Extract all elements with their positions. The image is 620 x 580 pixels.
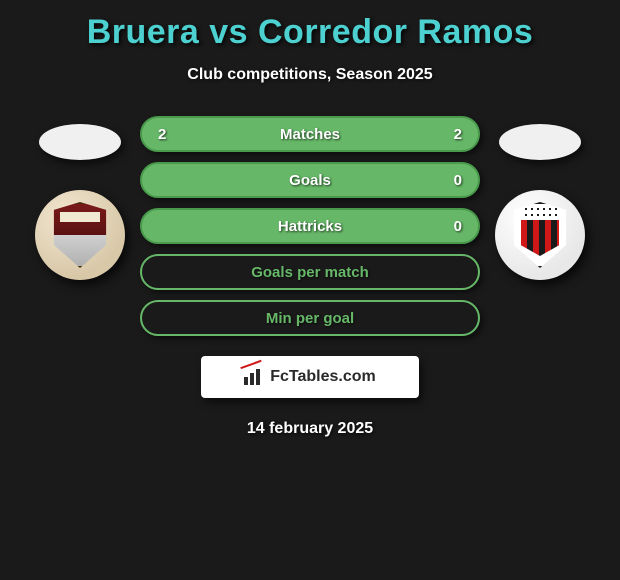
comparison-title: Bruera vs Corredor Ramos xyxy=(0,13,620,52)
comparison-subtitle: Club competitions, Season 2025 xyxy=(0,66,620,84)
club-badge-left xyxy=(35,190,125,280)
stat-row-matches: 2 Matches 2 xyxy=(140,116,480,152)
player-right-column xyxy=(480,116,600,280)
comparison-area: 2 Matches 2 Goals 0 Hattricks 0 Goals pe… xyxy=(0,116,620,336)
shield-left-icon xyxy=(51,202,109,268)
stat-right-value: 0 xyxy=(442,172,462,189)
player-left-photo xyxy=(39,124,121,160)
stat-label: Matches xyxy=(280,126,340,143)
stat-right-value: 0 xyxy=(442,218,462,235)
watermark: FcTables.com xyxy=(201,356,419,398)
club-badge-right xyxy=(495,190,585,280)
stats-column: 2 Matches 2 Goals 0 Hattricks 0 Goals pe… xyxy=(140,116,480,336)
chart-icon xyxy=(244,369,264,385)
stat-label: Goals xyxy=(289,172,331,189)
comparison-date: 14 february 2025 xyxy=(0,420,620,438)
player-right-photo xyxy=(499,124,581,160)
stat-label: Goals per match xyxy=(251,264,369,281)
stat-row-hattricks: Hattricks 0 xyxy=(140,208,480,244)
player-left-column xyxy=(20,116,140,280)
stat-row-min-per-goal: Min per goal xyxy=(140,300,480,336)
stat-row-goals: Goals 0 xyxy=(140,162,480,198)
stat-label: Hattricks xyxy=(278,218,342,235)
stat-row-goals-per-match: Goals per match xyxy=(140,254,480,290)
watermark-text: FcTables.com xyxy=(270,368,376,386)
shield-right-icon xyxy=(511,202,569,268)
stat-left-value: 2 xyxy=(158,126,178,143)
stat-right-value: 2 xyxy=(442,126,462,143)
stat-label: Min per goal xyxy=(266,310,354,327)
